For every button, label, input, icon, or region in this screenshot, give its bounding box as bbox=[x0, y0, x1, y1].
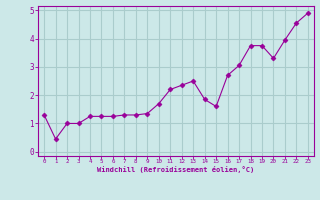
X-axis label: Windchill (Refroidissement éolien,°C): Windchill (Refroidissement éolien,°C) bbox=[97, 166, 255, 173]
